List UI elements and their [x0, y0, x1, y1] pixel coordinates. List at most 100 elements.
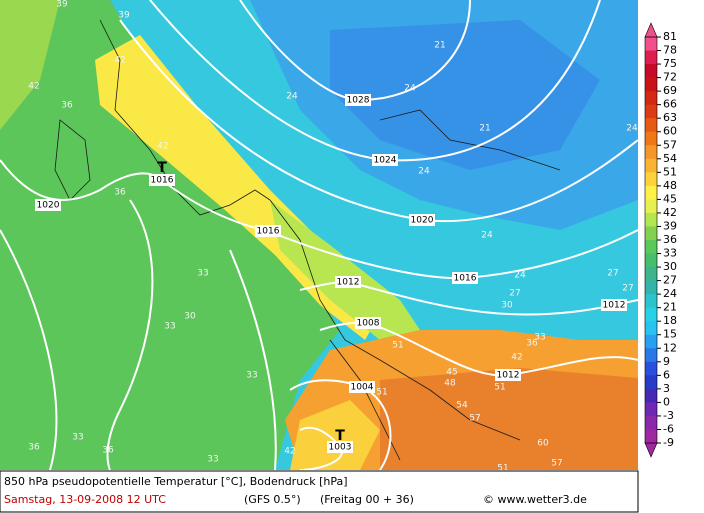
isobar-label-box — [149, 174, 175, 186]
temperature-label: 27 — [509, 289, 520, 299]
temperature-label: 42 — [28, 82, 39, 92]
colorbar-tick-label: 9 — [663, 355, 670, 368]
colorbar-tick-label: 78 — [663, 44, 677, 57]
colorbar-tick-label: 54 — [663, 152, 677, 165]
colorbar-band — [645, 118, 657, 133]
valid-date: Samstag, 13-09-2008 12 UTC — [4, 493, 166, 506]
colorbar-band — [645, 91, 657, 106]
colorbar-tick-label: 51 — [663, 165, 677, 178]
temperature-label: 42 — [114, 56, 125, 66]
colorbar-tick-label: 6 — [663, 368, 670, 381]
colorbar-band — [645, 402, 657, 417]
colorbar-band — [645, 104, 657, 119]
temperature-label: 39 — [56, 0, 68, 10]
colorbar-band — [645, 172, 657, 187]
temperature-label: 24 — [626, 124, 638, 134]
colorbar-band — [645, 415, 657, 430]
colorbar-tick-label: 60 — [663, 125, 677, 138]
temperature-label: 30 — [501, 301, 513, 311]
colorbar-band — [645, 145, 657, 160]
footer: 850 hPa pseudopotentielle Temperatur [°C… — [0, 470, 639, 513]
low-marker: T — [157, 160, 167, 176]
isobar-label-box — [601, 299, 627, 311]
colorbar-band — [645, 321, 657, 336]
temperature-label: 33 — [534, 333, 545, 343]
colorbar-tick-label: -6 — [663, 422, 674, 435]
temperature-label: 30 — [184, 312, 196, 322]
temperature-label: 24 — [418, 167, 430, 177]
colorbar-tick-label: 45 — [663, 192, 677, 205]
temperature-label: 57 — [551, 459, 562, 469]
isobar-label: 1008 — [357, 319, 380, 329]
isobar-label: 1016 — [257, 227, 280, 237]
temperature-label: 48 — [444, 379, 456, 389]
colorbar-band — [645, 50, 657, 65]
isobar-label-box — [495, 369, 521, 381]
colorbar-tick-label: 39 — [663, 219, 677, 232]
colorbar-tick-label: 48 — [663, 179, 677, 192]
credit: © www.wetter3.de — [483, 493, 587, 506]
temperature-label: 24 — [404, 84, 416, 94]
temperature-label: 51 — [497, 464, 508, 474]
colorbar-band — [645, 158, 657, 173]
map-field — [0, 0, 638, 470]
colorbar-band — [645, 131, 657, 146]
colorbar-tick-label: 33 — [663, 247, 677, 260]
isobar-label-box — [372, 154, 398, 166]
temperature-label: 36 — [114, 188, 126, 198]
colorbar-tick-label: 27 — [663, 274, 677, 287]
colorbar-band — [645, 240, 657, 255]
colorbar-tick-label: 57 — [663, 138, 677, 151]
temperature-label: 36 — [28, 443, 40, 453]
colorbar-band — [645, 226, 657, 241]
temperature-label: 60 — [537, 439, 549, 449]
temperature-label: 42 — [511, 353, 522, 363]
colorbar-band — [645, 199, 657, 214]
temperature-label: 24 — [481, 231, 493, 241]
temperature-label: 39 — [118, 11, 130, 21]
low-marker: T — [335, 428, 345, 444]
map-labels: T T 1028 1024 1020 1020 1016 1016 1016 1012 1012 10… — [28, 0, 638, 474]
colorbar-band — [645, 361, 657, 376]
isobar-label: 1020 — [411, 216, 434, 226]
temperature-label: 21 — [434, 41, 445, 51]
colorbar-band — [645, 334, 657, 349]
temperature-label: 51 — [392, 341, 403, 351]
colorbar-band — [645, 253, 657, 268]
colorbar-tick-label: -9 — [663, 436, 674, 449]
colorbar-band — [645, 267, 657, 282]
isobar-label-box — [452, 272, 478, 284]
isobar-label: 1004 — [351, 383, 374, 393]
isobar-label-box — [35, 199, 61, 211]
colorbar-band — [645, 307, 657, 322]
colorbar: 8178757269666360575451484542393633302724… — [644, 22, 677, 458]
temperature-label: 36 — [102, 446, 114, 456]
run-label: (Freitag 00 + 36) — [320, 493, 414, 506]
temperature-label: 24 — [514, 271, 526, 281]
temperature-label: 27 — [607, 269, 618, 279]
colorbar-tick-label: 42 — [663, 206, 677, 219]
colorbar-tick-label: 30 — [663, 260, 677, 273]
temperature-label: 51 — [494, 383, 505, 393]
isobar-label: 1020 — [37, 201, 60, 211]
colorbar-tick-label: 12 — [663, 341, 677, 354]
colorbar-band — [645, 429, 657, 444]
isobar-label: 1012 — [497, 371, 520, 381]
temperature-label: 45 — [446, 368, 457, 378]
colorbar-tick-label: 15 — [663, 328, 677, 341]
isobar-label: 1028 — [347, 96, 370, 106]
isobar-label-box — [349, 381, 375, 393]
isobar-label: 1003 — [329, 443, 352, 453]
temperature-label: 33 — [207, 455, 218, 465]
temperature-label: 33 — [72, 433, 83, 443]
isobar-label-box — [409, 214, 435, 226]
colorbar-tick-label: 75 — [663, 57, 677, 70]
colorbar-band — [645, 212, 657, 227]
temperature-label: 42 — [157, 142, 168, 152]
colorbar-tick-label: 66 — [663, 98, 677, 111]
temperature-label: 33 — [246, 371, 257, 381]
colorbar-band — [645, 280, 657, 295]
colorbar-band — [645, 294, 657, 309]
colorbar-tick-label: 81 — [663, 30, 677, 43]
